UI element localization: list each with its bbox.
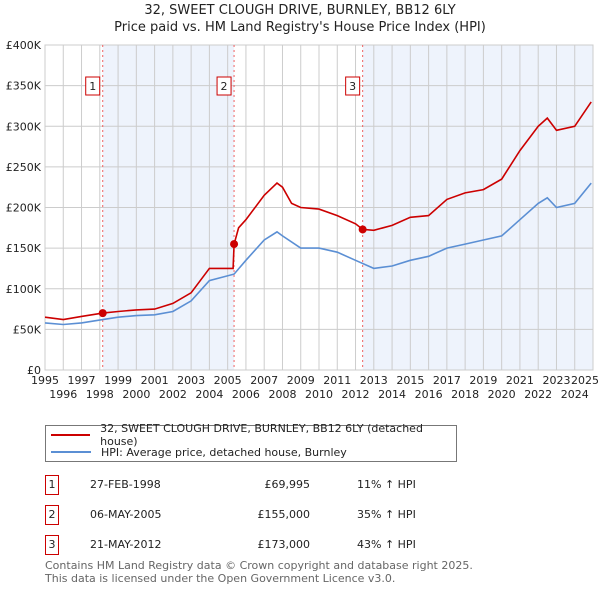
x-tick-label: 2007 [250, 374, 278, 387]
sale-label: 1 [89, 80, 96, 93]
x-tick-label: 2024 [561, 388, 589, 401]
y-tick-label: £100K [6, 283, 42, 296]
sale-date: 21-MAY-2012 [90, 538, 162, 551]
y-tick-label: £250K [6, 161, 42, 174]
legend-swatch-property [51, 434, 91, 436]
x-tick-label: 2011 [323, 374, 351, 387]
y-tick-label: £350K [6, 80, 42, 93]
x-tick-label: 1997 [68, 374, 96, 387]
x-tick-label: 1995 [31, 374, 59, 387]
x-tick-label: 2008 [268, 388, 296, 401]
sale-row: 2 06-MAY-2005 £155,000 35% ↑ HPI [45, 505, 445, 525]
y-tick-label: £300K [6, 120, 42, 133]
y-tick-label: £150K [6, 242, 42, 255]
x-tick-label: 2025 [571, 374, 599, 387]
x-tick-label: 1998 [86, 388, 114, 401]
sale-badge: 2 [45, 505, 59, 525]
x-tick-label: 2018 [451, 388, 479, 401]
x-tick-label: 2003 [177, 374, 205, 387]
series-line-property [44, 101, 592, 321]
sale-price: £69,995 [264, 478, 311, 491]
y-tick-label: £0 [27, 364, 41, 377]
sale-label-box [85, 76, 101, 96]
sale-date: 27-FEB-1998 [90, 478, 161, 491]
y-tick-label: £50K [13, 323, 42, 336]
sale-date: 06-MAY-2005 [90, 508, 162, 521]
x-tick-label: 2015 [396, 374, 424, 387]
legend-label-hpi: HPI: Average price, detached house, Burn… [101, 445, 347, 459]
x-tick-label: 2006 [232, 388, 260, 401]
sale-point [230, 240, 239, 249]
plot-frame [44, 44, 594, 371]
chart-subtitle: Price paid vs. HM Land Registry's House … [114, 20, 486, 35]
y-tick-label: £200K [6, 202, 42, 215]
sale-label-box [216, 76, 232, 96]
x-tick-label: 2022 [524, 388, 552, 401]
sale-label: 3 [349, 80, 356, 93]
x-tick-label: 2016 [415, 388, 443, 401]
sale-badge: 3 [45, 535, 59, 555]
x-tick-label: 2010 [305, 388, 333, 401]
x-tick-label: 1999 [104, 374, 132, 387]
sale-label: 2 [221, 80, 228, 93]
footer: Contains HM Land Registry data © Crown c… [45, 559, 473, 585]
x-tick-label: 2017 [433, 374, 461, 387]
x-tick-label: 1996 [49, 388, 77, 401]
sale-hpi: 43% ↑ HPI [357, 538, 416, 551]
sale-hpi: 35% ↑ HPI [357, 508, 416, 521]
x-tick-label: 2013 [360, 374, 388, 387]
legend-item-property: 32, SWEET CLOUGH DRIVE, BURNLEY, BB12 6L… [51, 422, 456, 448]
sale-hpi: 11% ↑ HPI [357, 478, 416, 491]
x-tick-label: 2004 [195, 388, 223, 401]
x-tick-label: 2023 [542, 374, 570, 387]
x-tick-label: 2005 [214, 374, 242, 387]
footer-copyright: Contains HM Land Registry data © Crown c… [45, 559, 473, 572]
sale-badge: 1 [45, 475, 59, 495]
x-tick-label: 2001 [141, 374, 169, 387]
chart-title: 32, SWEET CLOUGH DRIVE, BURNLEY, BB12 6L… [144, 3, 456, 18]
x-tick-label: 2019 [469, 374, 497, 387]
legend-item-hpi: HPI: Average price, detached house, Burn… [51, 444, 347, 460]
legend: 32, SWEET CLOUGH DRIVE, BURNLEY, BB12 6L… [45, 422, 457, 462]
x-tick-label: 2021 [506, 374, 534, 387]
x-tick-label: 2012 [342, 388, 370, 401]
price-chart: 1995199619971998199920002001200220032004… [6, 39, 599, 401]
x-tick-label: 2020 [488, 388, 516, 401]
footer-licence: This data is licensed under the Open Gov… [45, 572, 396, 585]
x-tick-label: 2014 [378, 388, 406, 401]
sale-row: 3 21-MAY-2012 £173,000 43% ↑ HPI [45, 535, 445, 555]
legend-swatch-hpi [51, 451, 91, 453]
sale-point [98, 309, 107, 318]
series-line-hpi [44, 182, 592, 326]
sale-point [358, 225, 367, 234]
x-tick-label: 2000 [122, 388, 150, 401]
x-tick-label: 2002 [159, 388, 187, 401]
sale-label-box [345, 76, 361, 96]
sale-price: £173,000 [257, 538, 311, 551]
x-tick-label: 2009 [287, 374, 315, 387]
sale-price: £155,000 [257, 508, 311, 521]
legend-label-property: 32, SWEET CLOUGH DRIVE, BURNLEY, BB12 6L… [100, 422, 423, 448]
sale-row: 1 27-FEB-1998 £69,995 11% ↑ HPI [45, 475, 445, 495]
y-tick-label: £400K [6, 39, 42, 52]
